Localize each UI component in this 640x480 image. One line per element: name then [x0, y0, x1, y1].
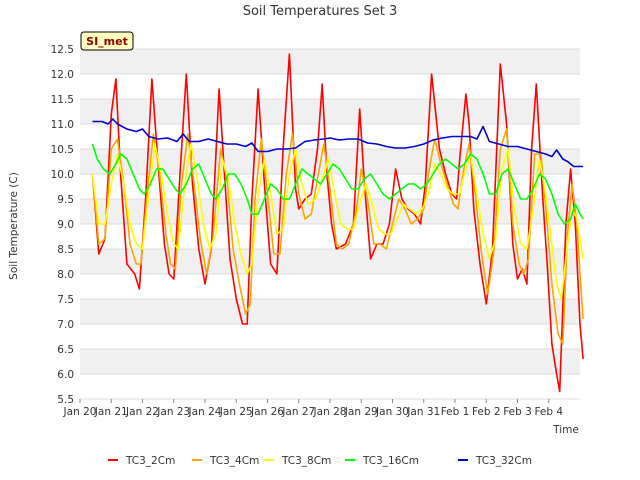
x-tick-label: Jan 22 — [125, 406, 159, 418]
x-tick-label: Feb 4 — [534, 406, 563, 418]
x-tick-label: Jan 21 — [94, 406, 128, 418]
y-tick-label: 8.5 — [57, 244, 74, 256]
y-tick-label: 9.0 — [57, 219, 74, 231]
station-badge-label: SI_met — [86, 35, 128, 48]
y-tick-label: 6.0 — [57, 369, 74, 381]
x-tick-label: Feb 3 — [503, 406, 532, 418]
x-tick-label: Feb 2 — [472, 406, 501, 418]
legend-label: TC3_4Cm — [209, 455, 259, 467]
y-tick-label: 12.0 — [51, 69, 74, 81]
x-tick-label: Jan 20 — [63, 406, 97, 418]
series-line-tc3-32cm — [92, 118, 584, 168]
y-axis-label: Soil Temperature (C) — [8, 172, 20, 280]
y-tick-label: 10.5 — [51, 144, 74, 156]
grid-band — [80, 99, 580, 124]
series-line-tc3-4cm — [91, 128, 584, 345]
x-tick-label: Jan 27 — [281, 406, 315, 418]
series-line-tc3-16cm — [91, 143, 584, 225]
legend: TC3_2Cm TC3_4Cm TC3_8Cm TC3_16Cm TC3_32Cm — [108, 455, 532, 467]
y-tick-label: 11.5 — [51, 94, 74, 106]
x-tick-label: Feb 1 — [441, 406, 470, 418]
y-tick-label: 12.5 — [51, 44, 74, 56]
y-tick-label: 7.0 — [57, 319, 74, 331]
y-tick-label: 9.5 — [57, 194, 74, 206]
legend-label: TC3_8Cm — [281, 455, 331, 467]
grid-band — [80, 249, 580, 274]
legend-label: TC3_16Cm — [362, 455, 419, 467]
legend-label: TC3_32Cm — [475, 455, 532, 467]
y-tick-label: 11.0 — [51, 119, 74, 131]
chart-title: Soil Temperatures Set 3 — [243, 4, 398, 19]
series-line-tc3-2cm — [91, 53, 584, 393]
x-tick-label: Jan 30 — [375, 406, 409, 418]
x-tick-label: Jan 24 — [188, 406, 222, 418]
x-tick-label: Jan 28 — [313, 406, 347, 418]
x-axis-label: Time — [552, 424, 579, 436]
y-tick-label: 6.5 — [57, 344, 74, 356]
x-tick-label: Jan 25 — [219, 406, 253, 418]
x-tick-label: Jan 23 — [156, 406, 190, 418]
grid-band — [80, 349, 580, 374]
x-tick-label: Jan 29 — [344, 406, 378, 418]
y-tick-label: 8.0 — [57, 269, 74, 281]
grid-band — [80, 49, 580, 74]
series-layer — [91, 53, 584, 393]
station-badge: SI_met — [80, 31, 134, 51]
x-tick-label: Jan 26 — [250, 406, 284, 418]
y-axis-ticks: 5.5 6.0 6.5 7.0 7.5 8.0 8.5 9.0 9.5 10.0 10.5 11.0 1… — [51, 44, 74, 406]
legend-label: TC3_2Cm — [125, 455, 175, 467]
y-tick-label: 5.5 — [57, 394, 74, 406]
series-line-tc3-8cm — [91, 143, 584, 300]
y-tick-label: 10.0 — [51, 169, 74, 181]
y-tick-label: 7.5 — [57, 294, 74, 306]
x-tick-label: Jan 31 — [406, 406, 440, 418]
grid-band — [80, 299, 580, 324]
